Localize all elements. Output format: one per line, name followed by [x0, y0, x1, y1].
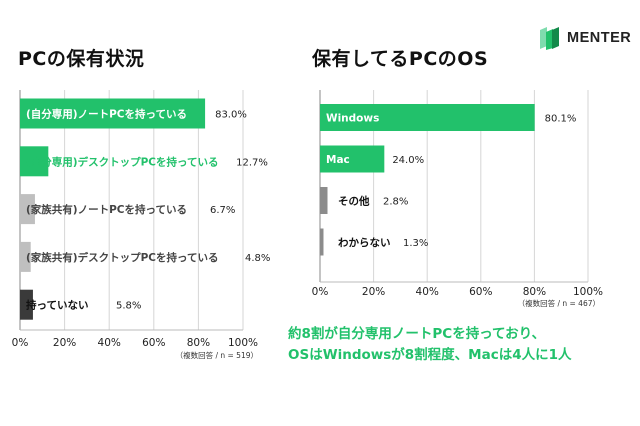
chart2-bar: [320, 187, 328, 214]
chart1-category-label: (自分専用)デスクトップPCを持っている: [26, 155, 218, 168]
chart1-category-label: (家族共有)ノートPCを持っている: [26, 203, 187, 216]
chart1-tick-label: 80%: [187, 337, 210, 349]
chart1-tick-label: 20%: [53, 337, 76, 349]
chart1-tick-label: 60%: [142, 337, 165, 349]
chart2-value-label: 80.1%: [545, 114, 577, 125]
chart1-tick-label: 100%: [228, 337, 258, 349]
chart2-bar: [320, 145, 385, 173]
chart1-bar: [20, 289, 33, 320]
summary-text: 約8割が自分専用ノートPCを持っており、 OSはWindowsが8割程度、Mac…: [288, 324, 572, 366]
chart2-category-label: その他: [338, 195, 370, 208]
chart2-category-label: Windows: [326, 113, 379, 125]
chart2-category-label: わからない: [338, 237, 391, 249]
chart1-title: PCの保有状況: [18, 48, 145, 70]
chart2-title: 保有してるPCのOS: [312, 48, 489, 70]
brand-logo: MENTER: [538, 26, 631, 50]
chart2-category-label: Mac: [326, 154, 350, 166]
chart1-sample-note: （複数回答 / n = 519）: [176, 350, 258, 360]
chart2-sample-note: （複数回答 / n = 467）: [518, 298, 600, 308]
brand-name: MENTER: [567, 30, 632, 46]
chart2-tick-label: 20%: [362, 286, 385, 298]
chart2-bar: [320, 228, 324, 256]
chart1-tick-label: 0%: [12, 337, 29, 349]
chart2-tick-label: 80%: [523, 286, 546, 298]
chart1-value-label: 12.7%: [236, 157, 268, 168]
chart2-value-label: 1.3%: [403, 238, 428, 249]
chart1-bar: [20, 98, 206, 129]
chart2-value-label: 2.8%: [383, 197, 408, 208]
chart2-tick-label: 60%: [469, 286, 492, 298]
chart1-value-label: 4.8%: [245, 253, 270, 264]
chart1-category-label: (家族共有)デスクトップPCを持っている: [26, 251, 218, 264]
chart1-bar: [20, 241, 31, 272]
menter-logo-icon: [540, 27, 559, 50]
chart1-value-label: 5.8%: [116, 301, 141, 312]
summary-line-2: OSはWindowsが8割程度、Macは4人に1人: [288, 347, 572, 363]
summary-line-1: 約8割が自分専用ノートPCを持っており、: [288, 326, 546, 342]
chart2-tick-label: 100%: [573, 286, 603, 298]
chart1-category-label: (自分専用)ノートPCを持っている: [26, 108, 187, 121]
chart1-category-label: 持っていない: [26, 299, 88, 312]
chart2-value-label: 24.0%: [392, 155, 424, 166]
chart2-tick-label: 40%: [416, 286, 439, 298]
chart1-value-label: 6.7%: [210, 205, 235, 216]
chart1-value-label: 83.0%: [215, 110, 247, 121]
chart2-bar: [320, 104, 535, 131]
chart1-bar: [20, 146, 49, 177]
chart2-tick-label: 0%: [312, 286, 329, 298]
chart1-tick-label: 40%: [98, 337, 121, 349]
chart1-bar: [20, 194, 35, 225]
